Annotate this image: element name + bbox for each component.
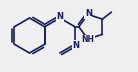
Text: NH: NH [81,35,94,44]
Text: N: N [85,9,92,18]
Text: N: N [72,41,79,50]
Text: N: N [56,13,63,22]
